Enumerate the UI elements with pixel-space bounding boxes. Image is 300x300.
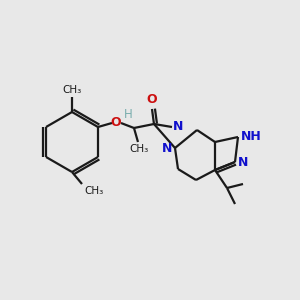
Text: O: O: [147, 93, 157, 106]
Text: NH: NH: [241, 130, 262, 142]
Text: N: N: [162, 142, 172, 154]
Text: N: N: [238, 157, 248, 169]
Text: H: H: [124, 108, 132, 121]
Text: CH₃: CH₃: [62, 85, 82, 95]
Text: CH₃: CH₃: [84, 186, 103, 196]
Text: O: O: [111, 116, 121, 128]
Text: CH₃: CH₃: [129, 144, 148, 154]
Text: N: N: [173, 119, 183, 133]
